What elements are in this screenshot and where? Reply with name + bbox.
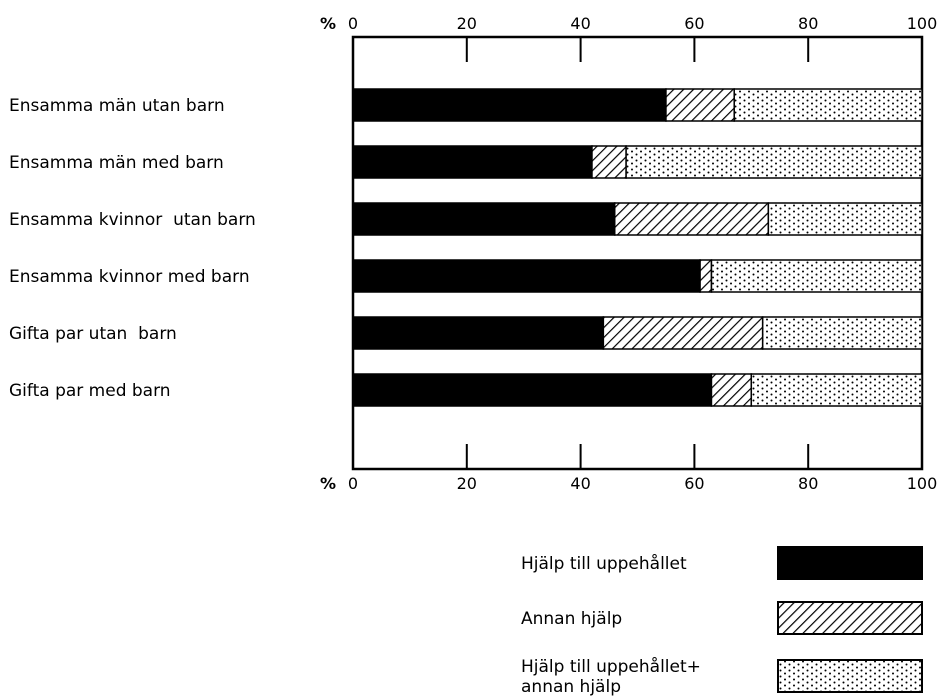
plot-frame (351, 35, 924, 471)
bars (352, 88, 923, 407)
category-label: Ensamma män med barn (9, 153, 224, 173)
bar-segment-annan-hjalp (710, 373, 753, 407)
top-tick-label: 100 (907, 14, 938, 33)
top-tick-label: 20 (457, 14, 477, 33)
bar-segment-kombinerad (750, 373, 923, 407)
bar-segment-hjalp-till-uppehallet (352, 259, 701, 293)
bar-segment-annan-hjalp (699, 259, 713, 293)
top-axis: % 0 20 40 60 80 100 (320, 14, 937, 62)
bottom-tick-label: 40 (570, 474, 590, 493)
bar-segment-kombinerad (761, 316, 923, 350)
category-labels: Ensamma män utan barn Ensamma män med bar… (9, 96, 256, 401)
bottom-tick-label: 80 (798, 474, 818, 493)
bar-segment-kombinerad (733, 88, 923, 122)
category-label: Ensamma kvinnor med barn (9, 267, 250, 287)
legend-swatch-hatch (777, 601, 923, 635)
category-label: Ensamma män utan barn (9, 96, 225, 116)
legend-label: Hjälp till uppehållet (521, 553, 687, 574)
bottom-axis-unit-label: % (320, 474, 336, 493)
legend-swatch-solid (777, 546, 923, 580)
legend-label: annan hjälp (521, 677, 621, 697)
legend: Hjälp till uppehållet Annan hjälp Hjälp ti… (521, 546, 923, 697)
legend-label: Annan hjälp (521, 609, 622, 629)
bar-segment-kombinerad (625, 145, 923, 179)
bar-segment-kombinerad (710, 259, 923, 293)
bar-segment-annan-hjalp (602, 316, 764, 350)
bottom-tick-label: 100 (907, 474, 938, 493)
bar-segment-annan-hjalp (613, 202, 770, 236)
legend-swatch-dots (777, 659, 923, 693)
bar-segment-hjalp-till-uppehallet (352, 316, 605, 350)
bottom-tick-label: 20 (457, 474, 477, 493)
legend-label: Hjälp till uppehållet+ (521, 656, 701, 677)
bar-segment-annan-hjalp (665, 88, 735, 122)
category-label: Ensamma kvinnor utan barn (9, 210, 256, 230)
top-tick-label: 0 (348, 14, 358, 33)
bar-segment-kombinerad (767, 202, 923, 236)
top-tick-label: 80 (798, 14, 818, 33)
bottom-axis: % 0 20 40 60 80 100 (320, 444, 937, 493)
top-tick-label: 60 (684, 14, 704, 33)
bar-segment-hjalp-till-uppehallet (352, 202, 616, 236)
bottom-tick-label: 0 (348, 474, 358, 493)
bar-segment-hjalp-till-uppehallet (352, 88, 667, 122)
bar-segment-hjalp-till-uppehallet (352, 145, 593, 179)
category-label: Gifta par med barn (9, 381, 171, 401)
top-axis-unit-label: % (320, 14, 336, 33)
category-label: Gifta par utan barn (9, 324, 177, 344)
top-tick-label: 40 (570, 14, 590, 33)
bar-segment-hjalp-till-uppehallet (352, 373, 713, 407)
bar-segment-annan-hjalp (591, 145, 627, 179)
bottom-tick-label: 60 (684, 474, 704, 493)
